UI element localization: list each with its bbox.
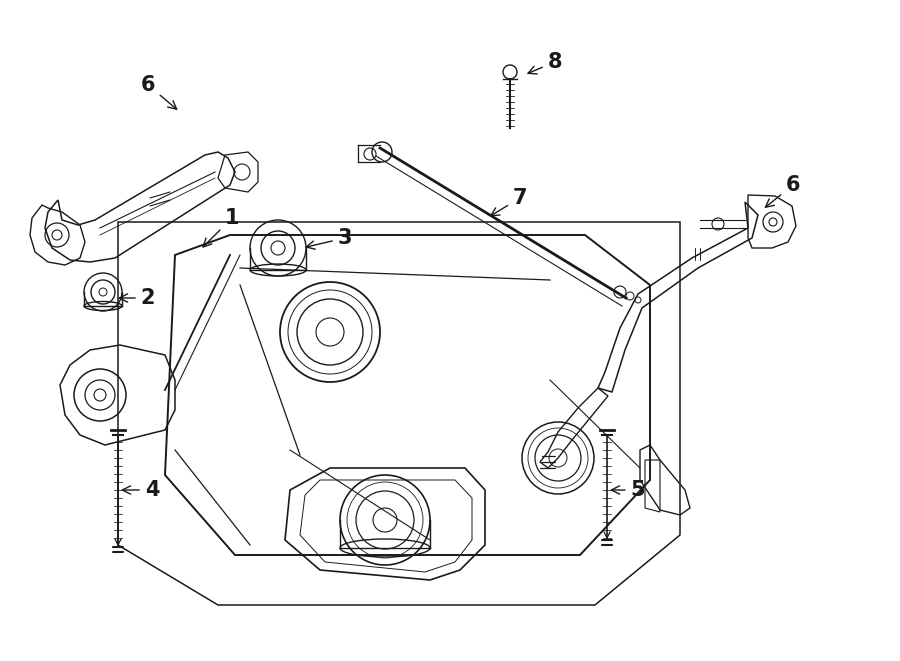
Text: 6: 6 [765,175,800,208]
Text: 7: 7 [491,188,527,215]
Text: 8: 8 [528,52,562,74]
Text: 1: 1 [203,208,239,247]
Text: 2: 2 [120,288,155,308]
Text: 6: 6 [140,75,176,109]
Text: 3: 3 [306,228,352,249]
Text: 4: 4 [122,480,159,500]
Text: 5: 5 [611,480,645,500]
